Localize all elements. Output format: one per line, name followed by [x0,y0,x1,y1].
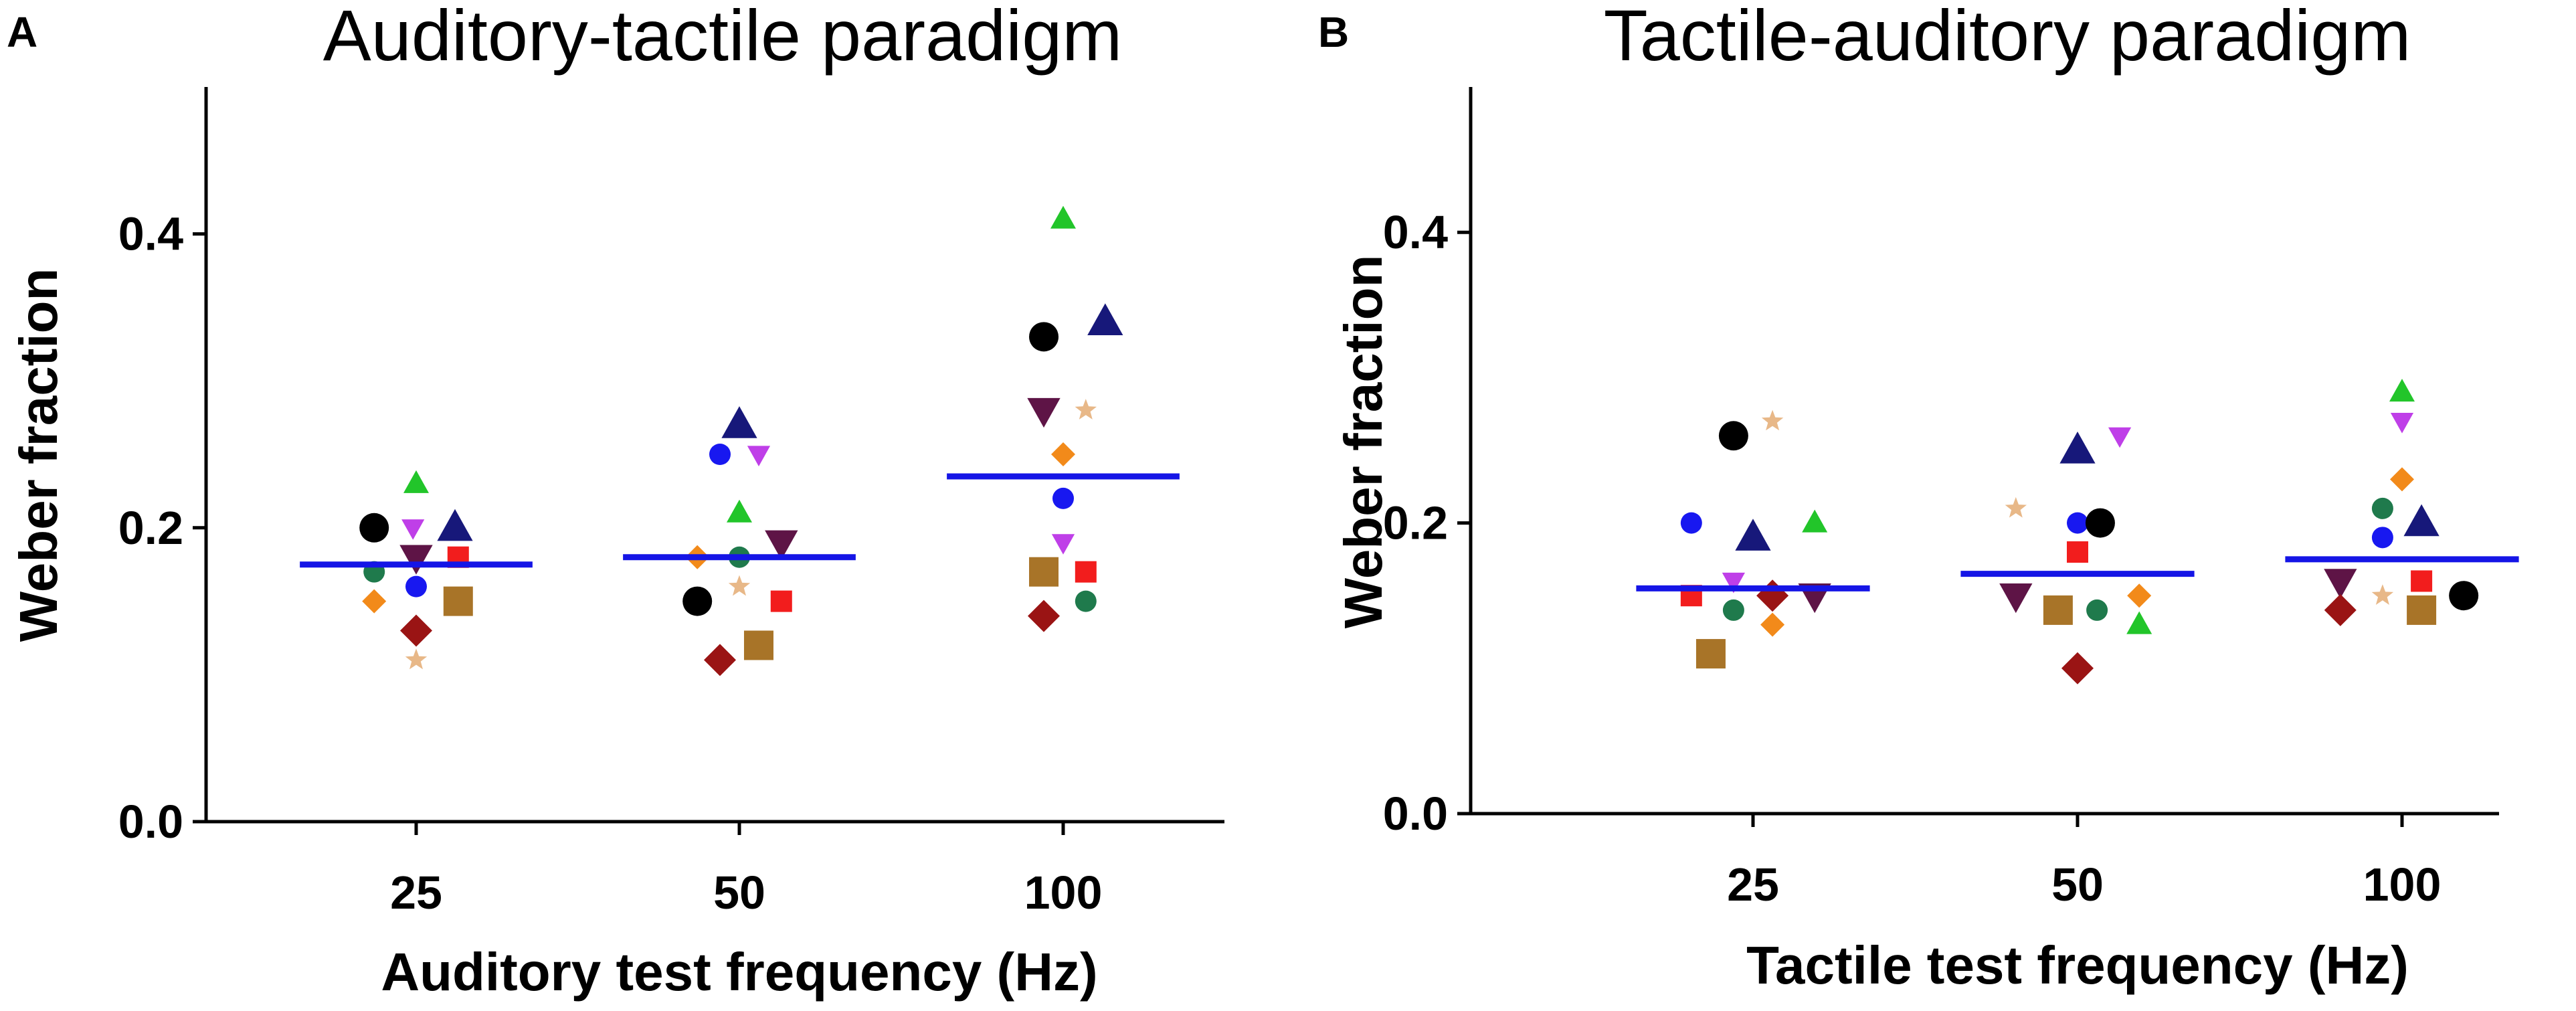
data-point [401,519,425,540]
data-point [2324,569,2357,599]
data-point [721,406,757,438]
data-point [2086,599,2108,621]
y-tick-label: 0.0 [118,796,183,848]
chart-title: Tactile-auditory paradigm [1604,0,2411,76]
data-point [2085,508,2115,538]
data-point [1087,303,1123,335]
data-point [2108,427,2132,448]
data-point [1050,205,1076,229]
data-point [2449,581,2479,611]
data-point [1075,399,1097,420]
data-point [400,614,432,647]
data-point [770,590,792,612]
x-tick-label: 100 [1024,866,1103,919]
x-tick-label: 25 [390,866,442,919]
data-point [2371,584,2394,605]
data-point [704,644,736,676]
data-point [765,530,798,560]
data-point [2126,611,2152,634]
y-axis-label: Weber fraction [9,268,68,642]
data-point [359,513,389,543]
data-point [2067,512,2088,534]
data-point [2061,652,2094,684]
data-point [1051,442,1075,466]
data-point [747,446,771,466]
data-point [1999,583,2033,614]
data-point [1695,639,1726,669]
data-point [1802,509,1828,533]
data-point [399,545,433,575]
x-tick-label: 100 [2363,858,2442,911]
panel-letter: B [1318,8,1349,56]
data-point [1075,561,1097,583]
chart-title: Auditory-tactile paradigm [323,0,1123,76]
data-point [1027,397,1061,428]
data-point [2005,496,2027,518]
y-tick-label: 0.2 [118,502,183,554]
data-point [1722,599,1744,621]
data-point [1051,534,1075,555]
data-point [1760,612,1785,637]
x-tick-label: 50 [713,866,765,919]
data-point [2390,413,2414,434]
data-point [1028,600,1060,632]
data-point [2390,467,2414,492]
x-tick-label: 50 [2051,858,2104,911]
data-point [727,499,752,523]
data-point [2324,593,2357,626]
data-point [2411,570,2433,592]
data-point [1052,487,1074,509]
data-point [2059,432,2096,464]
data-point [728,575,751,596]
x-axis-label: Tactile test frequency (Hz) [1746,935,2409,995]
data-point [743,630,773,660]
data-point [1029,557,1059,587]
y-tick-label: 0.0 [1383,788,1448,840]
data-point [1029,322,1059,352]
data-point [2371,497,2393,519]
data-point [1718,421,1748,451]
data-point [405,575,427,598]
data-point [403,470,429,493]
data-point [2371,527,2393,549]
data-point [1722,572,1745,593]
data-point [405,648,428,670]
data-point [2127,583,2152,608]
data-point [2403,504,2440,537]
panel-a: A Auditory-tactile paradigm 0.0 0.2 0.4 25 50 1… [7,0,1224,1002]
data-point [2407,595,2437,625]
data-point [443,586,473,616]
y-axis-label: Weber fraction [1333,255,1393,629]
data-point [362,589,387,614]
data-point [1075,590,1097,612]
x-axis-label: Auditory test frequency (Hz) [381,942,1097,1002]
data-point [2389,379,2415,402]
data-point [682,586,713,616]
data-point [2067,541,2088,563]
data-point [1735,519,1771,551]
y-tick-label: 0.4 [1383,206,1448,258]
y-tick-label: 0.4 [118,208,183,260]
panel-letter: A [7,8,37,56]
data-point [2043,595,2073,625]
x-tick-label: 25 [1727,858,1779,911]
data-point [437,509,473,541]
data-point [709,444,731,465]
panel-b: B Tactile-auditory paradigm 0.0 0.2 0.4 25 50 1… [1318,0,2519,995]
data-point [1761,409,1784,431]
y-tick-label: 0.2 [1383,497,1448,549]
data-point [1756,579,1789,612]
data-point [1680,512,1702,534]
